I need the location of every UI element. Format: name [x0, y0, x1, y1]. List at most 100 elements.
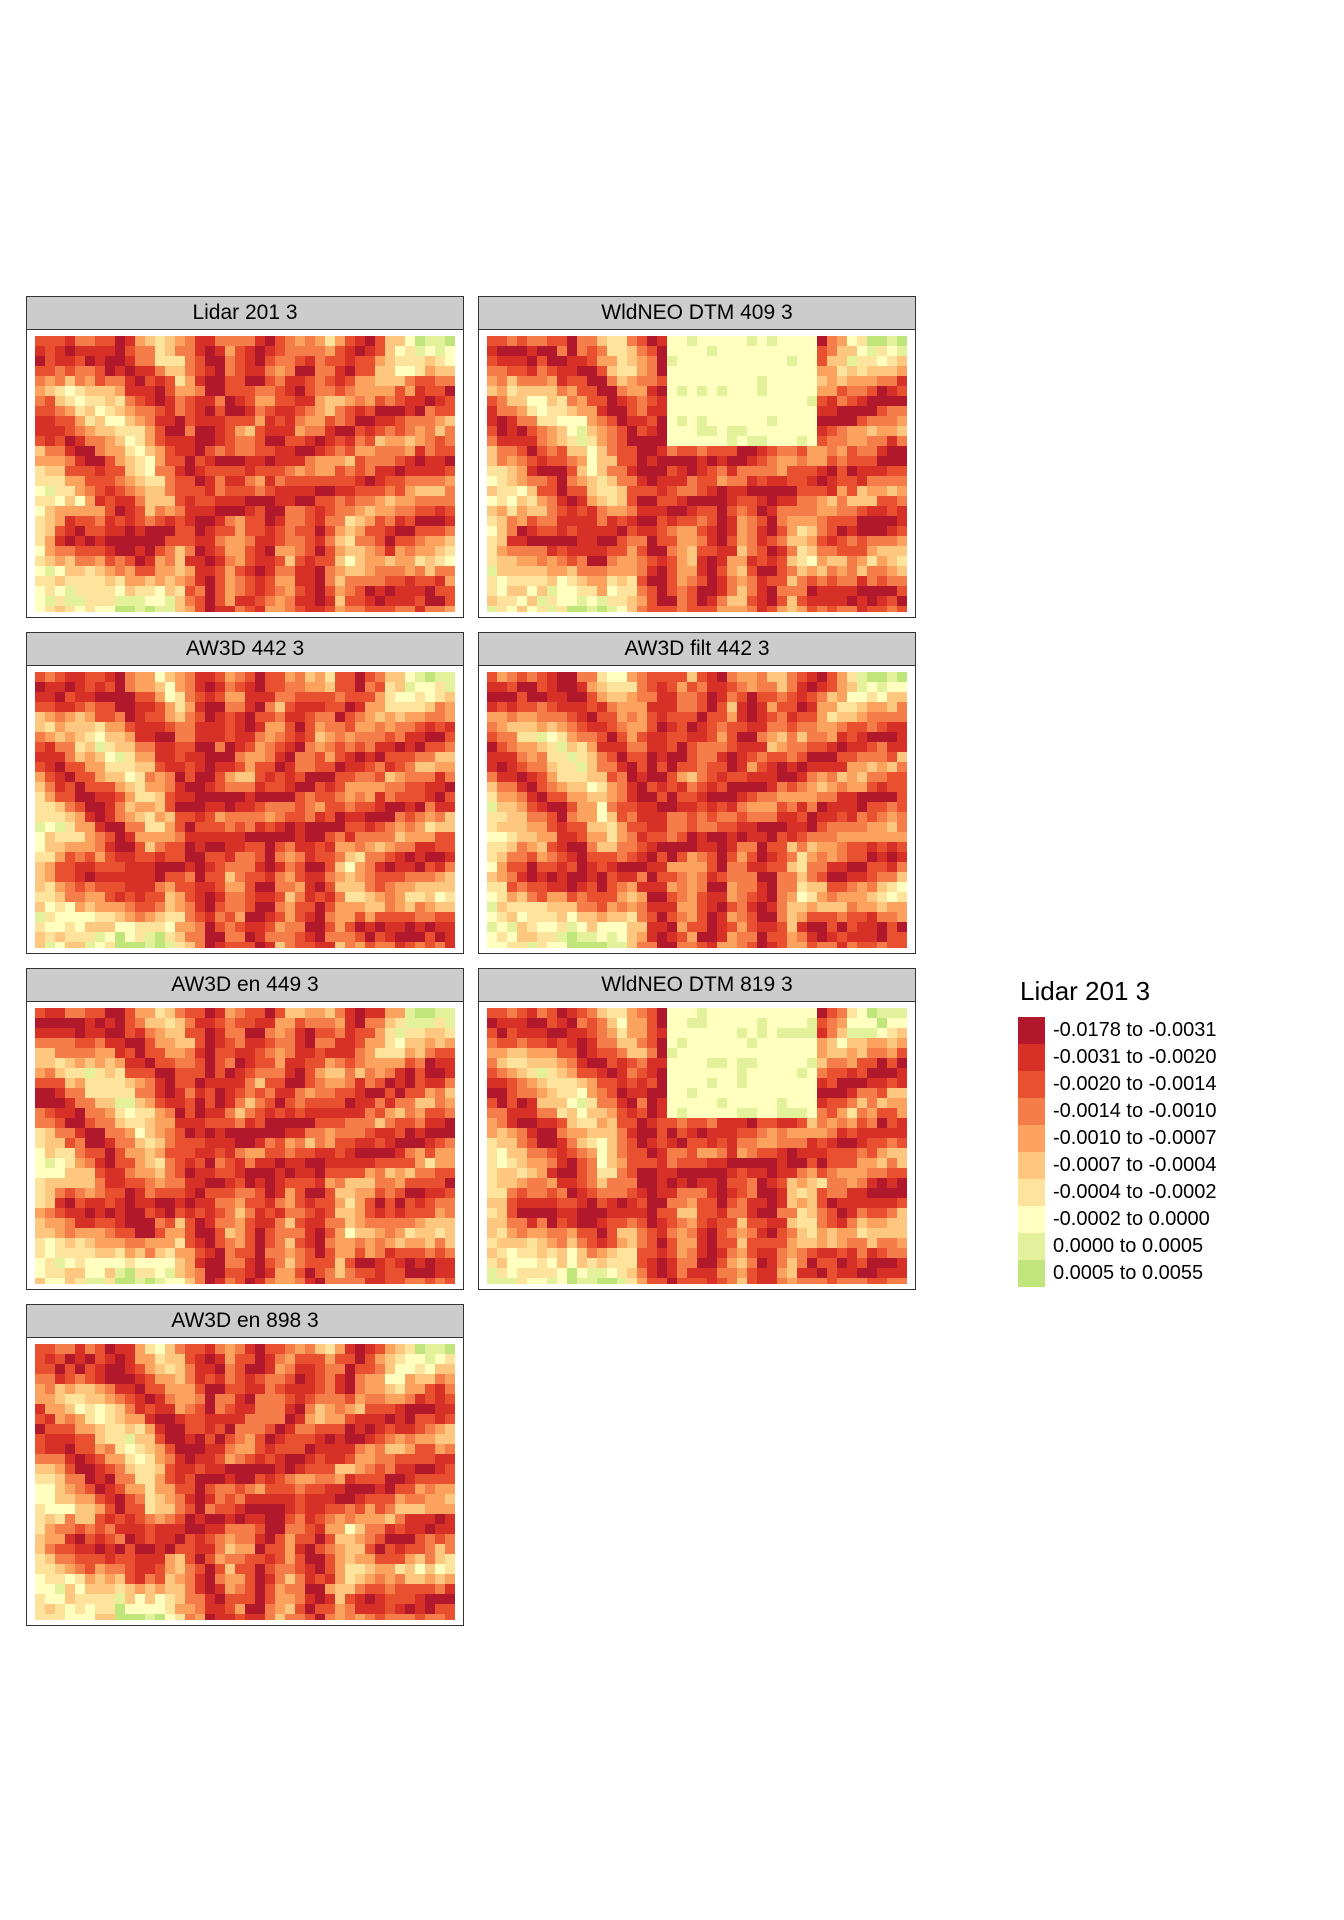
raster-cell — [385, 426, 395, 436]
raster-cell — [245, 882, 255, 892]
raster-cell — [787, 486, 797, 496]
raster-cell — [757, 802, 767, 812]
raster-cell — [135, 576, 145, 586]
raster-cell — [737, 556, 747, 566]
raster-cell — [65, 792, 75, 802]
raster-cell — [295, 682, 305, 692]
raster-cell — [225, 942, 235, 948]
raster-cell — [507, 842, 517, 852]
raster-cell — [445, 812, 455, 822]
raster-cell — [877, 872, 887, 882]
raster-cell — [757, 722, 767, 732]
raster-cell — [657, 476, 667, 486]
raster-cell — [95, 922, 105, 932]
raster-cell — [837, 336, 847, 346]
raster-cell — [65, 1058, 75, 1068]
raster-cell — [857, 882, 867, 892]
raster-cell — [145, 476, 155, 486]
raster-cell — [677, 822, 687, 832]
raster-cell — [847, 596, 857, 606]
raster-cell — [497, 742, 507, 752]
raster-cell — [415, 606, 425, 612]
raster-cell — [145, 842, 155, 852]
raster-cell — [425, 792, 435, 802]
raster-cell — [627, 436, 637, 446]
raster-cell — [105, 742, 115, 752]
raster-cell — [707, 486, 717, 496]
raster-cell — [877, 396, 887, 406]
raster-cell — [95, 586, 105, 596]
raster-cell — [657, 862, 667, 872]
raster-cell — [175, 812, 185, 822]
raster-cell — [897, 862, 907, 872]
raster-cell — [415, 506, 425, 516]
raster-cell — [45, 842, 55, 852]
raster-cell — [405, 682, 415, 692]
raster-cell — [827, 486, 837, 496]
raster-cell — [395, 586, 405, 596]
raster-cell — [677, 922, 687, 932]
raster-cell — [385, 356, 395, 366]
raster-cell — [45, 922, 55, 932]
raster-cell — [517, 606, 527, 612]
raster-cell — [405, 536, 415, 546]
raster-cell — [355, 386, 365, 396]
raster-cell — [797, 692, 807, 702]
raster-cell — [375, 922, 385, 932]
raster-cell — [707, 536, 717, 546]
raster-cell — [405, 456, 415, 466]
raster-cell — [425, 416, 435, 426]
raster-cell — [95, 892, 105, 902]
raster-cell — [365, 396, 375, 406]
raster-cell — [697, 476, 707, 486]
raster-cell — [587, 942, 597, 948]
raster-cell — [517, 772, 527, 782]
raster-cell — [637, 692, 647, 702]
raster-cell — [225, 772, 235, 782]
raster-cell — [527, 762, 537, 772]
raster-cell — [777, 792, 787, 802]
raster-cell — [607, 772, 617, 782]
raster-cell — [547, 506, 557, 516]
raster-cell — [75, 426, 85, 436]
raster-cell — [647, 486, 657, 496]
raster-cell — [435, 566, 445, 576]
raster-cell — [55, 466, 65, 476]
raster-cell — [797, 812, 807, 822]
raster-cell — [95, 942, 105, 948]
raster-cell — [797, 942, 807, 948]
raster-cell — [697, 436, 707, 446]
raster-cell — [125, 506, 135, 516]
raster-cell — [335, 436, 345, 446]
raster-cell — [315, 832, 325, 842]
raster-cell — [165, 872, 175, 882]
raster-cell — [215, 346, 225, 356]
raster-cell — [185, 822, 195, 832]
raster-cell — [205, 722, 215, 732]
raster-cell — [375, 546, 385, 556]
raster-cell — [877, 476, 887, 486]
raster-cell — [185, 526, 195, 536]
raster-cell — [445, 762, 455, 772]
raster-cell — [35, 902, 45, 912]
raster-cell — [345, 932, 355, 942]
raster-cell — [597, 862, 607, 872]
raster-cell — [365, 546, 375, 556]
raster-cell — [657, 822, 667, 832]
raster-cell — [155, 922, 165, 932]
raster-cell — [145, 536, 155, 546]
raster-cell — [817, 942, 827, 948]
raster-cell — [587, 932, 597, 942]
raster-cell — [245, 536, 255, 546]
raster-cell — [295, 792, 305, 802]
raster-cell — [445, 832, 455, 842]
raster-cell — [547, 496, 557, 506]
raster-cell — [827, 606, 837, 612]
raster-cell — [737, 476, 747, 486]
raster-cell — [547, 446, 557, 456]
raster-cell — [767, 792, 777, 802]
raster-cell — [265, 1048, 275, 1058]
raster-cell — [487, 566, 497, 576]
raster-cell — [757, 466, 767, 476]
raster-cell — [265, 486, 275, 496]
